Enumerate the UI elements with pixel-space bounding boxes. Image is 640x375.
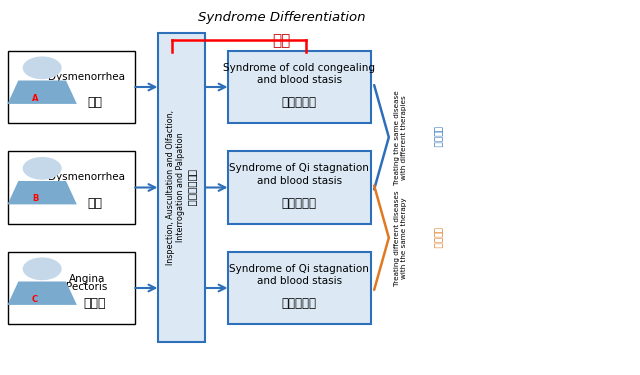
Text: 寒凝血瘀证: 寒凝血瘀证 bbox=[282, 96, 317, 109]
Text: Inspection, Auscultation and Olfaction,
Interrogation and Palpation: Inspection, Auscultation and Olfaction, … bbox=[166, 110, 186, 265]
Text: 痛经: 痛经 bbox=[87, 196, 102, 210]
Text: Dysmenorrhea: Dysmenorrhea bbox=[48, 72, 125, 82]
Text: Pectoris: Pectoris bbox=[66, 282, 108, 292]
Text: 气滙血瘀证: 气滙血瘀证 bbox=[282, 297, 317, 310]
Text: Treating the same disease
with different therapies: Treating the same disease with different… bbox=[394, 90, 407, 184]
Text: 气滙血瘀证: 气滙血瘀证 bbox=[282, 196, 317, 210]
Text: Syndrome of Qi stagnation: Syndrome of Qi stagnation bbox=[229, 264, 369, 274]
Bar bbox=[228, 51, 371, 123]
Text: and blood stasis: and blood stasis bbox=[257, 75, 342, 85]
Bar bbox=[8, 51, 135, 123]
Polygon shape bbox=[8, 81, 77, 104]
Text: Syndrome of cold congealing: Syndrome of cold congealing bbox=[223, 63, 375, 73]
Text: Dysmenorrhea: Dysmenorrhea bbox=[48, 172, 125, 182]
Bar bbox=[228, 252, 371, 324]
Text: B: B bbox=[32, 194, 38, 203]
Text: and blood stasis: and blood stasis bbox=[257, 176, 342, 186]
Text: 异病同治: 异病同治 bbox=[432, 227, 441, 249]
Polygon shape bbox=[8, 181, 77, 204]
Text: Syndrome of Qi stagnation: Syndrome of Qi stagnation bbox=[229, 163, 369, 173]
Bar bbox=[228, 151, 371, 224]
Text: Angina: Angina bbox=[68, 274, 105, 284]
Circle shape bbox=[22, 258, 61, 280]
Bar bbox=[8, 151, 135, 224]
Text: and blood stasis: and blood stasis bbox=[257, 276, 342, 286]
Text: A: A bbox=[32, 93, 38, 102]
Polygon shape bbox=[8, 282, 77, 305]
Text: 心绞痛: 心绞痛 bbox=[83, 297, 106, 310]
Text: 痛经: 痛经 bbox=[87, 96, 102, 109]
Text: 同病异治: 同病异治 bbox=[432, 126, 441, 148]
Bar bbox=[8, 252, 135, 324]
Text: 望闻问切四诊: 望闻问切四诊 bbox=[187, 169, 197, 206]
Text: Treating different diseases
with the same therapy: Treating different diseases with the sam… bbox=[394, 190, 407, 286]
Text: 辨证: 辨证 bbox=[273, 33, 291, 48]
Bar bbox=[157, 33, 205, 342]
Circle shape bbox=[22, 57, 61, 79]
Text: C: C bbox=[32, 294, 38, 303]
Circle shape bbox=[22, 157, 61, 180]
Text: Syndrome Differentiation: Syndrome Differentiation bbox=[198, 11, 365, 24]
